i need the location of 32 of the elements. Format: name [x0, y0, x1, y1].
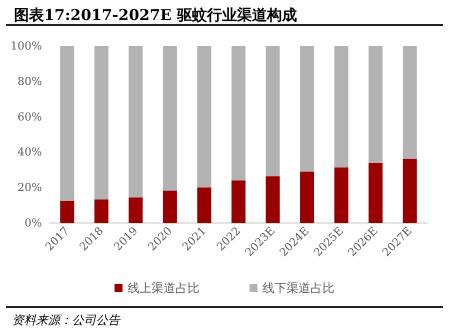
y-tick-label: 100% [10, 40, 42, 52]
y-tick-label: 60% [18, 110, 42, 124]
bar [162, 46, 177, 191]
bar [197, 46, 212, 188]
chart-title: 图表17:2017-2027E 驱蚊行业渠道构成 [6, 4, 443, 26]
y-tick-label: 40% [18, 146, 42, 159]
bar [94, 199, 108, 223]
bar [94, 46, 108, 200]
bar [368, 162, 383, 223]
text: 资料来源：公司公告 [6, 306, 443, 329]
bar [128, 197, 143, 223]
bar [128, 46, 143, 198]
bar [334, 167, 348, 223]
bar [162, 190, 177, 223]
legend-label: 线上渠道占比 [128, 281, 200, 295]
bar [402, 46, 417, 159]
legend-label: 线下渠道占比 [262, 281, 334, 295]
bar [300, 172, 314, 223]
bar [368, 46, 383, 163]
bar [300, 46, 314, 172]
bar [232, 46, 246, 180]
bar [60, 46, 74, 202]
bar [232, 180, 246, 223]
bar [266, 46, 280, 176]
bar [402, 158, 417, 223]
bar [334, 46, 348, 168]
y-tick-label: 20% [18, 181, 42, 194]
y-tick-label: 80% [18, 74, 42, 88]
bar [197, 187, 212, 223]
bar [266, 176, 280, 223]
bar [60, 201, 74, 223]
y-tick-label: 0% [24, 216, 42, 230]
